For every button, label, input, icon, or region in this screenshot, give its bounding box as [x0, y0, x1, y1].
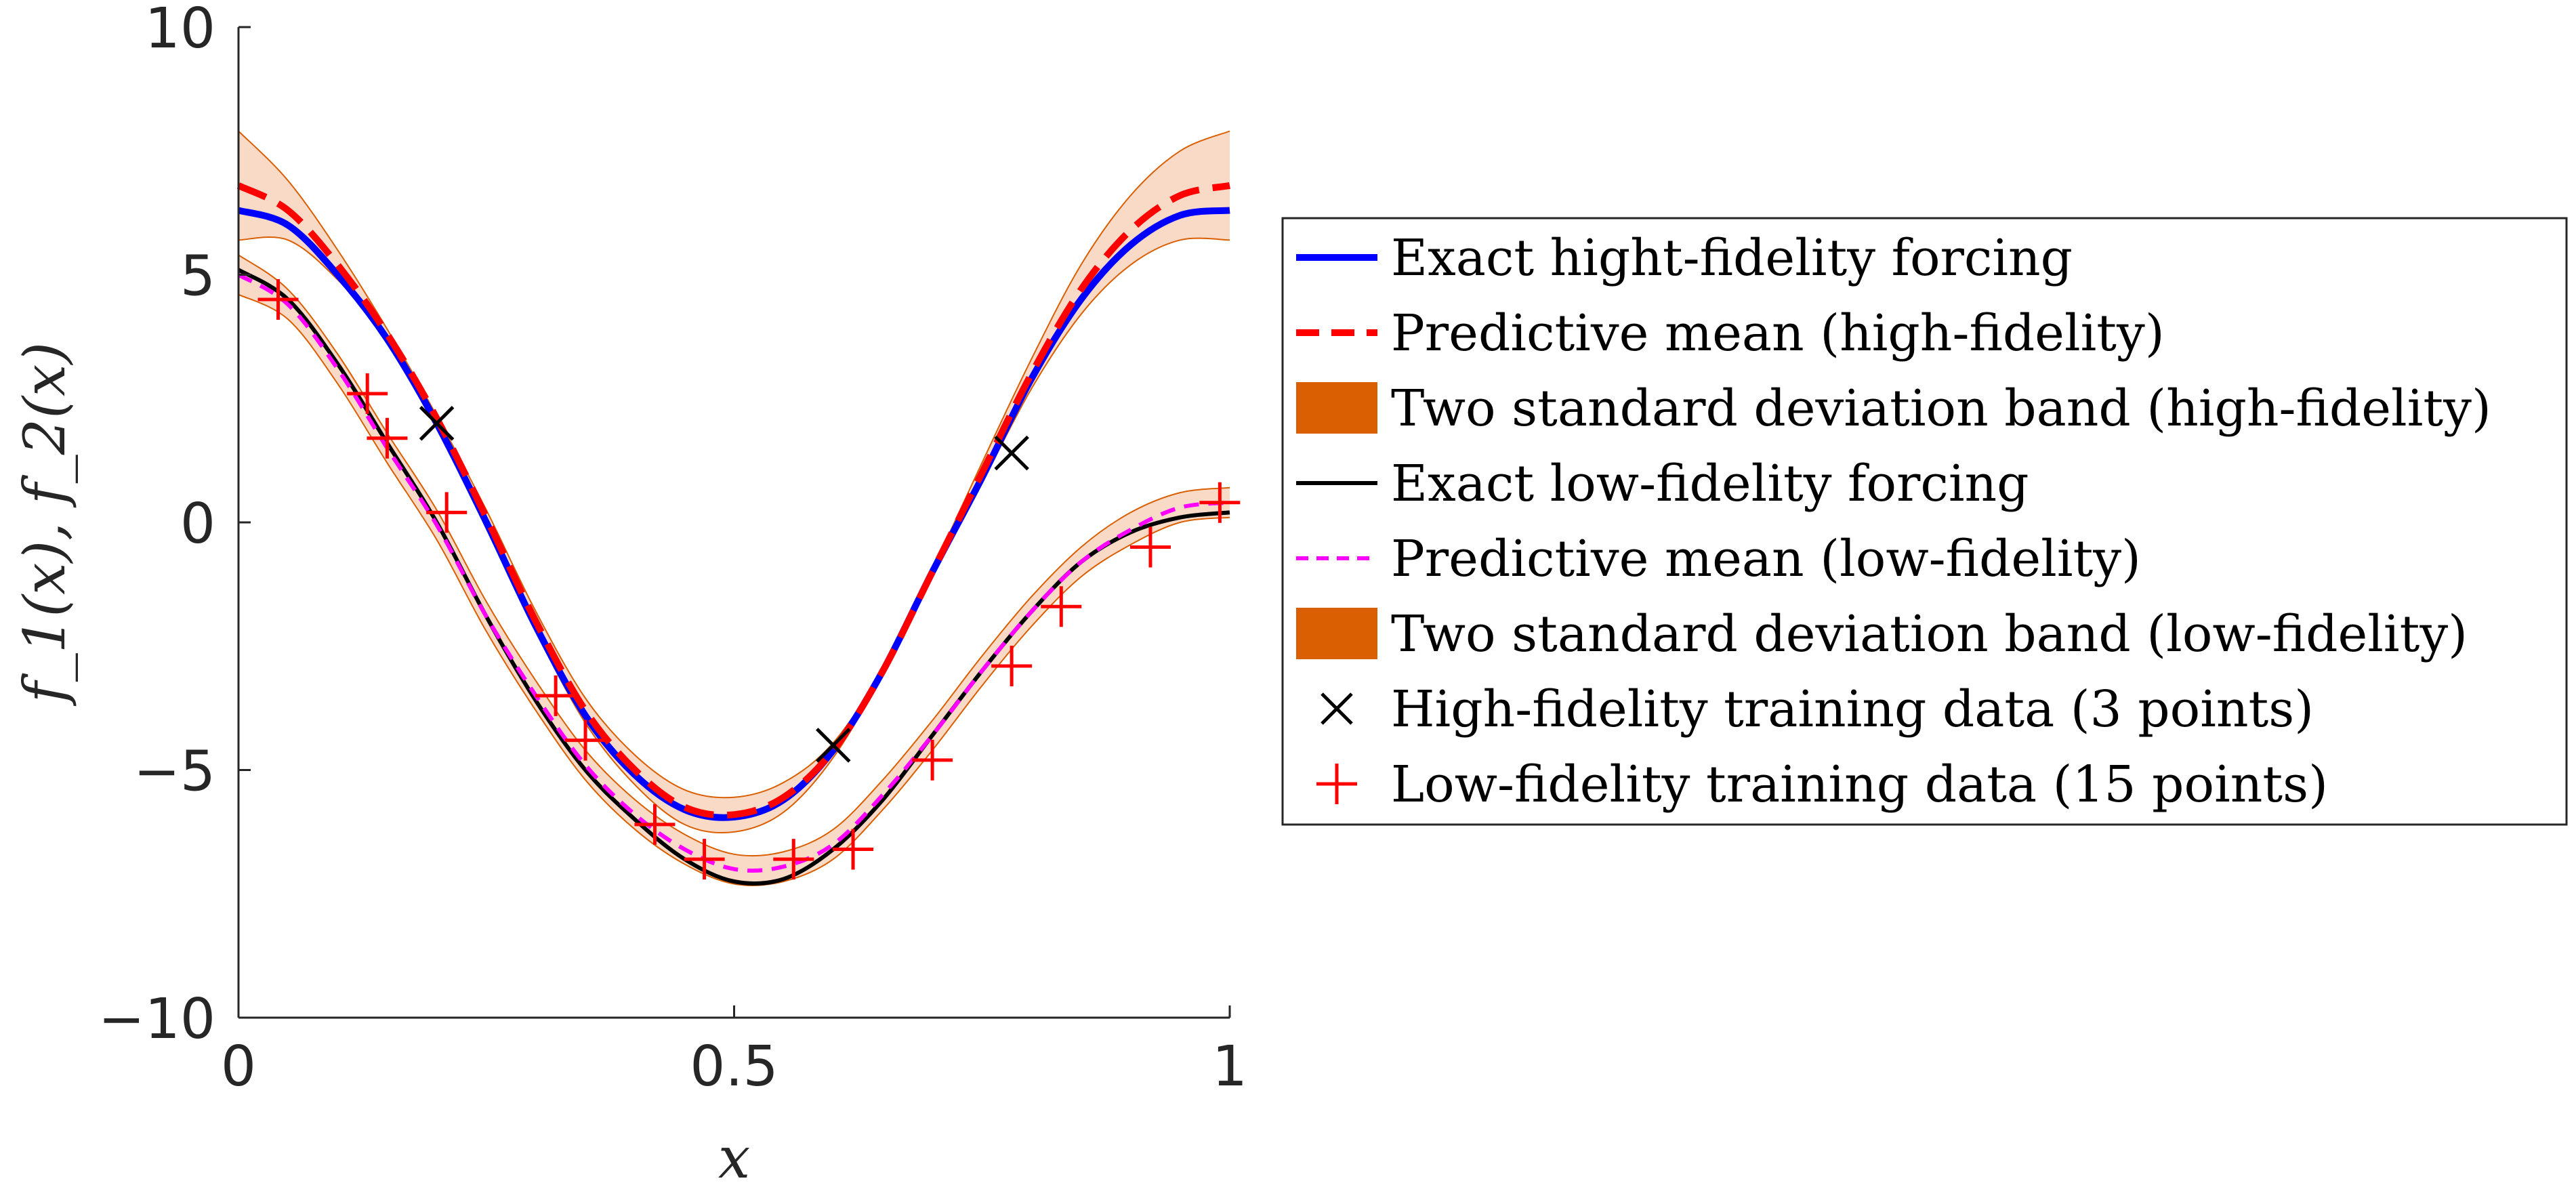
legend-box — [1281, 217, 2568, 826]
y-tick-label: 0 — [180, 492, 215, 556]
low-fidelity-point — [991, 645, 1033, 686]
legend-label: Exact hight-fidelity forcing — [1391, 229, 2073, 287]
legend-swatch — [1316, 764, 1357, 804]
band-lower-edge-two-standard-deviation-band-high-fidelity — [238, 236, 1230, 834]
band-fill-two-standard-deviation-band-low-fidelity — [238, 255, 1230, 886]
band-upper-edge-two-standard-deviation-band-low-fidelity — [238, 254, 1230, 857]
y-axis-title: f_1(x), f_2(x) — [12, 342, 78, 707]
legend-entry-two-standard-deviation-band-low-fidelity: Two standard deviation band (low-fidelit… — [1296, 605, 2468, 663]
low-fidelity-point — [367, 417, 408, 459]
band-lower-edge-two-standard-deviation-band-low-fidelity — [238, 293, 1230, 886]
high-fidelity-point — [419, 406, 455, 441]
low-fidelity-point — [535, 675, 577, 716]
legend-entry-exact-low-fidelity-forcing: Exact low-fidelity forcing — [1296, 455, 2029, 513]
legend-label: Predictive mean (high-fidelity) — [1391, 304, 2165, 362]
bands-layer — [238, 130, 1230, 886]
low-fidelity-point — [912, 739, 953, 781]
y-tick-label: −5 — [133, 740, 215, 804]
axes-layer: 0 0.5 1 −10 −5 0 5 10 x f_1(x), f_2(x) — [12, 0, 1247, 1185]
lines-layer — [236, 182, 1231, 886]
low-fidelity-point — [347, 373, 388, 414]
series-line-predictive-mean-low-fidelity — [237, 272, 1230, 873]
legend-swatch — [1321, 692, 1353, 725]
legend-label: Two standard deviation band (high-fideli… — [1391, 379, 2491, 438]
high-fidelity-point — [816, 728, 851, 763]
legend-entry-predictive-mean-low-fidelity: Predictive mean (low-fidelity) — [1296, 530, 2141, 588]
low-fidelity-point — [1199, 482, 1241, 523]
y-tick-label: 10 — [145, 0, 215, 61]
markers-layer — [257, 279, 1241, 880]
x-tick-label: 0.5 — [690, 1035, 778, 1099]
low-fidelity-point — [426, 492, 468, 533]
series-line-predictive-mean-high-fidelity — [236, 182, 1231, 819]
legend-label: Predictive mean (low-fidelity) — [1391, 530, 2141, 588]
low-fidelity-point — [634, 804, 676, 845]
band-upper-edge-two-standard-deviation-band-high-fidelity — [238, 130, 1230, 799]
band-fill-two-standard-deviation-band-high-fidelity — [238, 131, 1230, 833]
legend: Exact hight-fidelity forcing Predictive m… — [1281, 217, 2568, 826]
low-fidelity-point — [1129, 526, 1171, 568]
low-fidelity-point — [565, 720, 606, 761]
marker-stroke — [816, 728, 851, 763]
legend-entry-high-fidelity-training-data-3-points: High-fidelity training data (3 points) — [1321, 680, 2314, 739]
low-fidelity-point — [257, 279, 299, 320]
y-tick-label: 5 — [180, 245, 215, 309]
marker-stroke — [419, 406, 455, 441]
legend-entry-two-standard-deviation-band-high-fidelity: Two standard deviation band (high-fideli… — [1296, 379, 2491, 438]
legend-label: Two standard deviation band (low-fidelit… — [1391, 605, 2468, 663]
x-axis-title: x — [718, 1125, 750, 1185]
low-fidelity-point — [1041, 586, 1082, 627]
low-fidelity-point — [684, 839, 725, 880]
legend-entry-low-fidelity-training-data-15-points: Low-fidelity training data (15 points) — [1316, 755, 2328, 814]
low-fidelity-point — [833, 829, 874, 870]
legend-label: Low-fidelity training data (15 points) — [1391, 755, 2328, 814]
x-tick-label: 1 — [1212, 1035, 1247, 1099]
legend-entry-predictive-mean-high-fidelity: Predictive mean (high-fidelity) — [1296, 304, 2165, 362]
marker-stroke — [1321, 692, 1353, 725]
legend-swatch — [1296, 608, 1377, 659]
legend-swatch — [1296, 382, 1377, 434]
legend-entry-exact-hight-fidelity-forcing: Exact hight-fidelity forcing — [1296, 229, 2073, 287]
legend-label: High-fidelity training data (3 points) — [1391, 680, 2314, 739]
series-line-exact-hight-fidelity-forcing — [237, 207, 1230, 821]
y-tick-label: −10 — [98, 987, 215, 1052]
marker-stroke — [994, 435, 1029, 471]
low-fidelity-point — [773, 839, 814, 880]
high-fidelity-point — [994, 435, 1029, 471]
x-tick-label: 0 — [221, 1035, 256, 1099]
legend-label: Exact low-fidelity forcing — [1391, 455, 2029, 513]
